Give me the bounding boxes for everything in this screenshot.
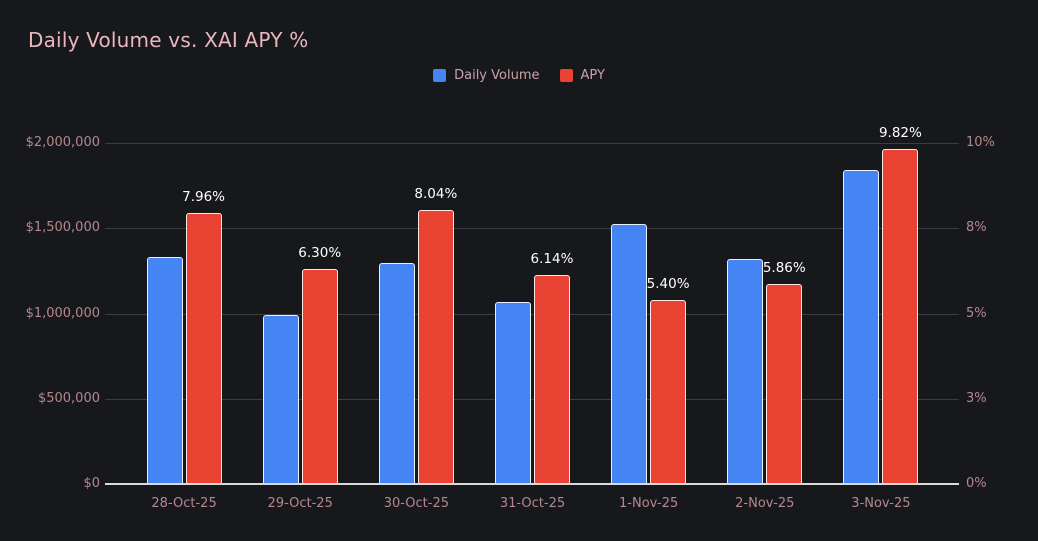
bar-daily-volume-30-Oct-25[interactable]	[378, 263, 415, 484]
x-axis-label: 30-Oct-25	[383, 496, 449, 511]
bar-apy-30-Oct-25[interactable]	[417, 209, 454, 484]
apy-data-label: 6.14%	[530, 250, 574, 267]
x-axis-label: 28-Oct-25	[151, 496, 217, 511]
legend-swatch-apy	[559, 69, 573, 82]
x-axis-line	[105, 483, 959, 485]
x-axis-label: 31-Oct-25	[499, 496, 566, 511]
bar-daily-volume-2-Nov-25[interactable]	[727, 258, 764, 484]
legend-item-apy[interactable]: APY	[559, 68, 605, 83]
legend-label-apy: APY	[580, 68, 605, 83]
gridline	[105, 398, 959, 400]
x-axis-label: 29-Oct-25	[267, 496, 333, 511]
bar-daily-volume-31-Oct-25[interactable]	[494, 302, 531, 484]
y-axis-right-tick-label: 3%	[966, 390, 987, 406]
bar-apy-3-Nov-25[interactable]	[882, 149, 919, 484]
chart-legend: Daily Volume APY	[0, 68, 1038, 83]
legend-swatch-daily-volume	[433, 69, 447, 82]
gridline	[105, 143, 959, 144]
bar-daily-volume-1-Nov-25[interactable]	[611, 223, 648, 484]
x-axis-label: 1-Nov-25	[619, 496, 679, 511]
legend-item-daily-volume[interactable]: Daily Volume	[433, 68, 540, 83]
apy-data-label: 7.96%	[182, 188, 226, 205]
gridline	[105, 313, 959, 315]
chart-title: Daily Volume vs. XAI APY %	[28, 28, 309, 52]
apy-data-label: 6.30%	[298, 245, 342, 262]
bar-daily-volume-28-Oct-25[interactable]	[146, 257, 183, 484]
apy-data-label: 5.40%	[646, 275, 690, 292]
x-axis-label: 3-Nov-25	[851, 496, 911, 511]
bar-apy-1-Nov-25[interactable]	[650, 299, 687, 484]
bar-apy-28-Oct-25[interactable]	[185, 212, 222, 484]
bar-daily-volume-3-Nov-25[interactable]	[843, 170, 880, 484]
bar-apy-2-Nov-25[interactable]	[766, 284, 803, 484]
y-axis-left-tick-label: $0	[83, 476, 100, 491]
legend-label-daily-volume: Daily Volume	[454, 68, 540, 83]
y-axis-left-tick-label: $1,500,000	[25, 220, 100, 236]
y-axis-right-tick-label: 5%	[966, 305, 987, 321]
bar-daily-volume-29-Oct-25[interactable]	[262, 315, 299, 484]
gridline	[105, 228, 959, 230]
y-axis-right-tick-label: 10%	[966, 135, 995, 150]
y-axis-left-tick-label: $500,000	[37, 390, 100, 406]
bar-apy-31-Oct-25[interactable]	[533, 274, 570, 484]
y-axis-right-tick-label: 0%	[966, 476, 987, 491]
apy-data-label: 5.86%	[762, 260, 806, 277]
y-axis-left-tick-label: $1,000,000	[25, 305, 100, 321]
apy-data-label: 8.04%	[414, 185, 458, 202]
apy-data-label: 9.82%	[878, 125, 922, 142]
x-axis-label: 2-Nov-25	[735, 496, 795, 511]
bar-apy-29-Oct-25[interactable]	[301, 269, 338, 484]
y-axis-left-tick-label: $2,000,000	[25, 135, 100, 150]
y-axis-right-tick-label: 8%	[966, 220, 987, 236]
